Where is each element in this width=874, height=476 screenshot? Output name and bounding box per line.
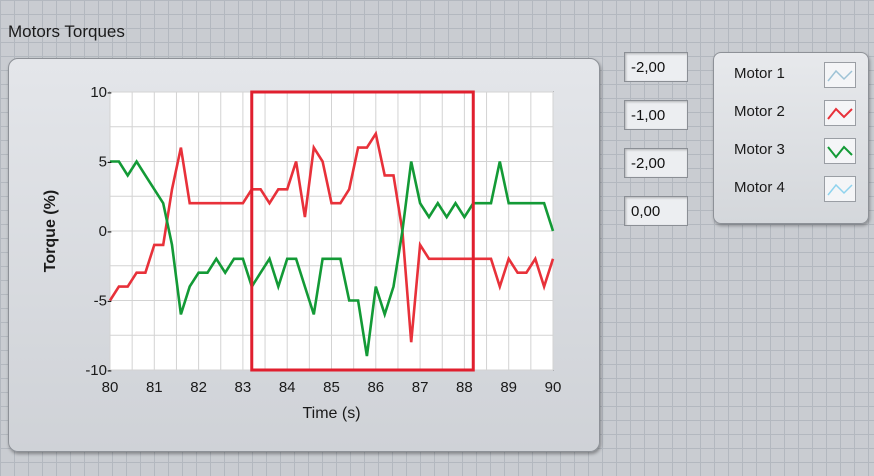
y-tick-label: 0-	[99, 223, 112, 240]
legend-label: Motor 3	[734, 141, 785, 158]
readout-motor-1[interactable]: -2,00	[624, 52, 688, 82]
legend-label: Motor 4	[734, 179, 785, 196]
readout-motor-3[interactable]: -2,00	[624, 148, 688, 178]
x-tick-label: 80	[102, 379, 119, 396]
chart-panel: 10- 5- 0- -5- -10- 80 81 82 83 84 85 86 87 88 89 90 Tim…	[8, 58, 600, 452]
x-tick-label: 87	[412, 379, 429, 396]
line-swatch-icon	[824, 62, 856, 88]
y-tick-label: 5-	[99, 154, 112, 171]
x-axis-label: Time (s)	[302, 405, 360, 422]
y-tick-label: 10-	[90, 84, 112, 101]
x-tick-label: 81	[146, 379, 163, 396]
readout-motor-2[interactable]: -1,00	[624, 100, 688, 130]
y-tick-label: -5-	[94, 293, 112, 310]
legend-item-motor-2[interactable]: Motor 2	[714, 97, 868, 127]
y-tick-label: -10-	[85, 362, 112, 379]
legend-item-motor-3[interactable]: Motor 3	[714, 135, 868, 165]
x-tick-label: 86	[367, 379, 384, 396]
y-axis-label: Torque (%)	[42, 190, 59, 272]
line-chart: 10- 5- 0- -5- -10-80 81 82 83 84 85 86 87 88 89 90 Tim…	[9, 59, 599, 451]
x-tick-label: 90	[545, 379, 562, 396]
line-swatch-icon	[824, 138, 856, 164]
legend-label: Motor 2	[734, 103, 785, 120]
legend-label: Motor 1	[734, 65, 785, 82]
x-tick-label: 85	[323, 379, 340, 396]
plot-legend: Motor 1 Motor 2 Motor 3 Motor 4	[713, 52, 869, 224]
line-swatch-icon	[824, 100, 856, 126]
chart-title: Motors Torques	[8, 22, 125, 42]
x-tick-label: 82	[190, 379, 207, 396]
readout-motor-4[interactable]: 0,00	[624, 196, 688, 226]
legend-item-motor-1[interactable]: Motor 1	[714, 59, 868, 89]
line-swatch-icon	[824, 176, 856, 202]
legend-item-motor-4[interactable]: Motor 4	[714, 173, 868, 203]
x-tick-label: 84	[279, 379, 296, 396]
x-tick-label: 83	[235, 379, 252, 396]
x-tick-label: 89	[500, 379, 517, 396]
x-tick-label: 88	[456, 379, 473, 396]
